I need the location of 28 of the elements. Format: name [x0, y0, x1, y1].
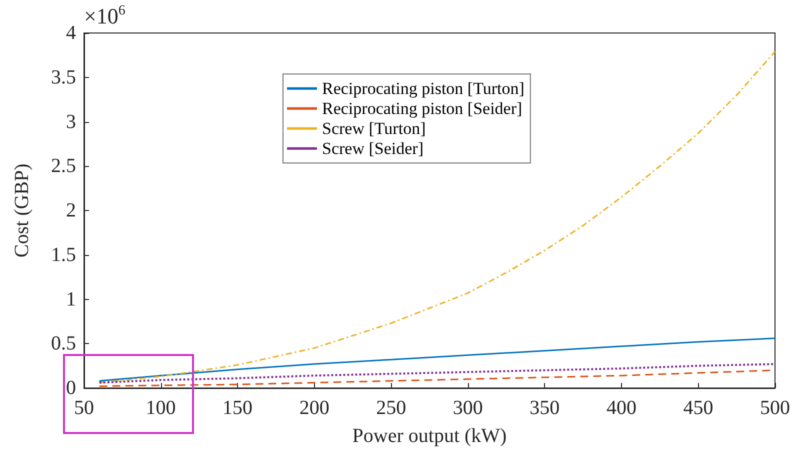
y-tick-label: 0 [66, 377, 76, 399]
legend-label: Reciprocating piston [Turton] [322, 79, 524, 98]
x-tick-label: 300 [452, 397, 483, 419]
y-axis-title: Cost (GBP) [11, 164, 33, 258]
legend-label: Screw [Seider] [322, 139, 424, 158]
y-tick-label: 2.5 [51, 155, 76, 178]
legend-label: Screw [Turton] [322, 119, 426, 138]
x-tick-label: 400 [606, 397, 636, 419]
x-tick-label: 200 [299, 397, 330, 419]
y-tick-label: 4 [66, 22, 76, 44]
y-tick-label: 2 [66, 200, 76, 222]
y-tick-label: 1.5 [51, 244, 76, 266]
x-tick-label: 250 [376, 397, 406, 419]
y-tick-label: 3 [66, 110, 76, 133]
x-tick-label: 350 [530, 397, 560, 419]
y-tick-label: 1 [66, 288, 76, 310]
line-series [98, 338, 776, 382]
x-tick-label: 150 [222, 397, 253, 419]
line-series [98, 363, 776, 384]
x-tick-label: 500 [760, 397, 790, 419]
y-tick-label: 3.5 [51, 66, 76, 88]
legend-label: Reciprocating piston [Seider] [322, 99, 522, 118]
x-axis-title: Power output (kW) [352, 425, 507, 447]
line-series [98, 50, 776, 384]
x-tick-label: 100 [146, 397, 176, 419]
x-tick-label: 450 [683, 397, 714, 419]
y-tick-label: 0.5 [51, 332, 76, 355]
x-tick-label: 50 [74, 397, 94, 419]
